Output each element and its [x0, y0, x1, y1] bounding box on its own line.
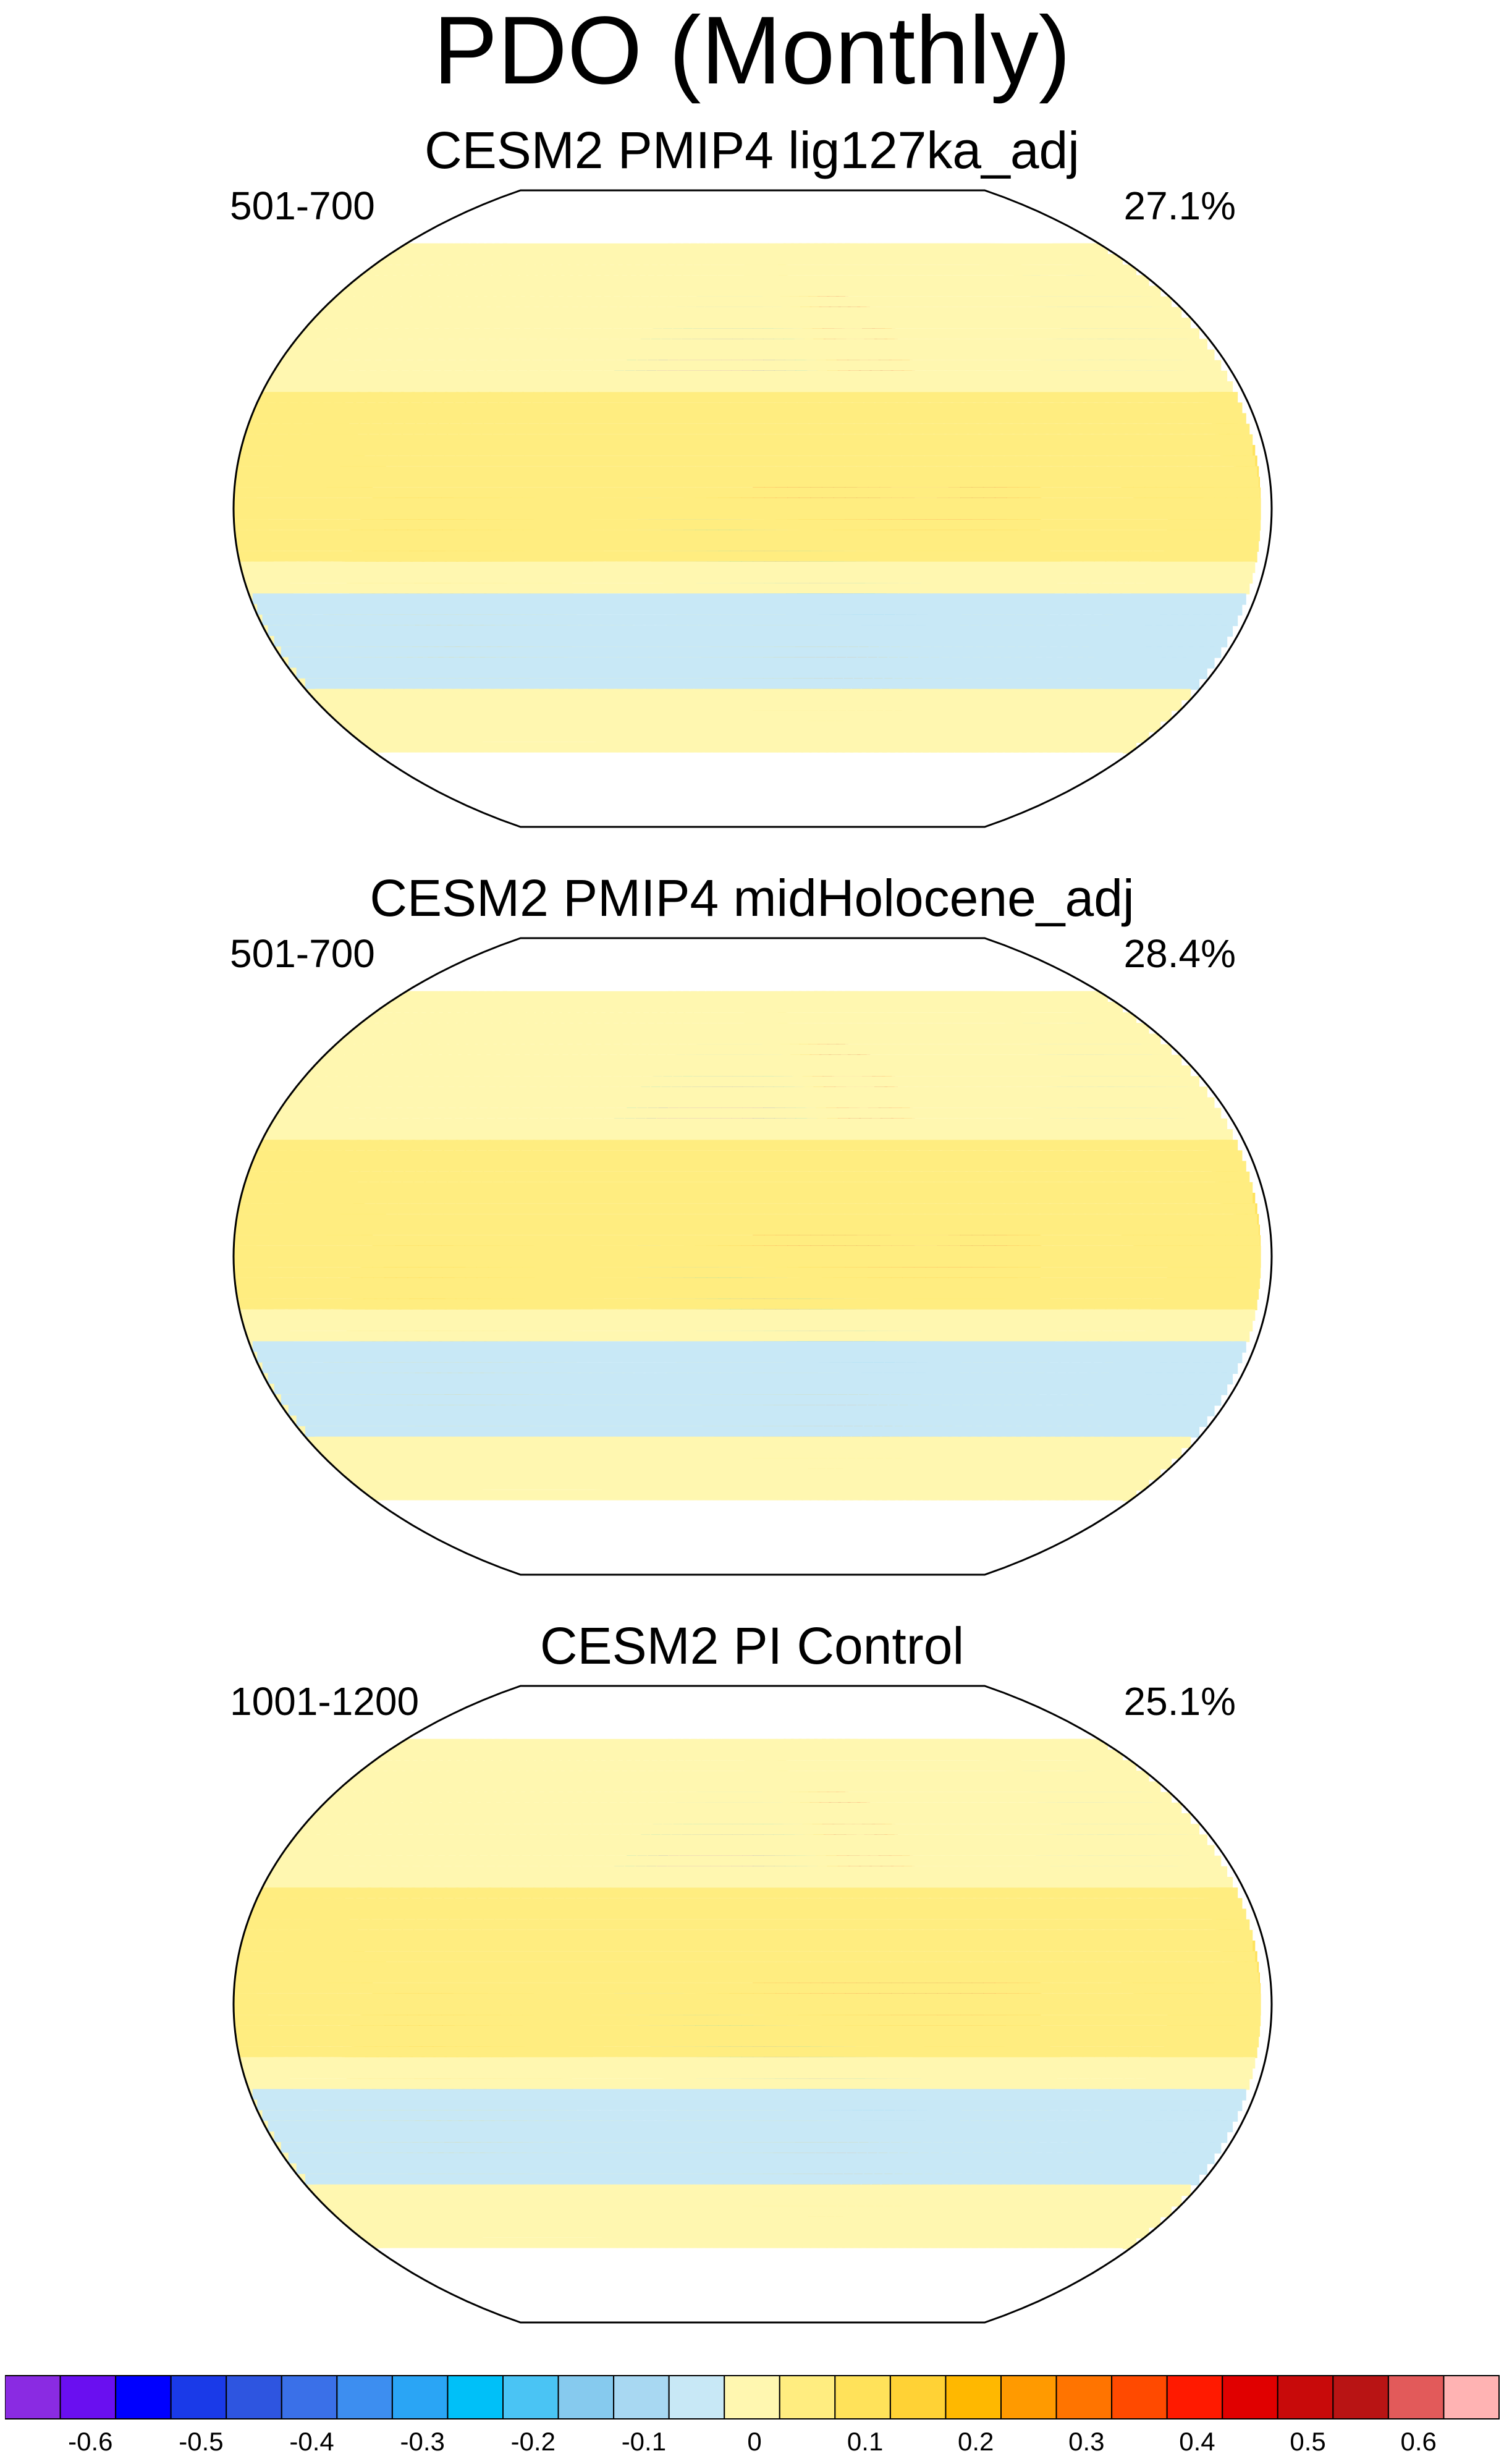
colorbar-tick-label: -0.6 [68, 2427, 113, 2456]
panel-title: CESM2 PMIP4 lig127ka_adj [425, 121, 1079, 179]
colorbar-box [889, 2375, 947, 2420]
colorbar-tick-label: 0 [747, 2427, 762, 2456]
colorbar-box [1387, 2375, 1445, 2420]
colorbar-box [1222, 2375, 1278, 2420]
sst-field [234, 190, 1261, 827]
colorbar-tick-label: 0.2 [958, 2427, 994, 2456]
variance-explained: 25.1% [1123, 1679, 1236, 1724]
colorbar-box [613, 2375, 670, 2420]
colorbar-tick-label: 0.3 [1068, 2427, 1105, 2456]
colorbar-box [447, 2375, 504, 2420]
colorbar-tick-label: -0.5 [179, 2427, 224, 2456]
colorbar-tick-label: 0.4 [1179, 2427, 1215, 2456]
map-outline [232, 189, 1273, 828]
colorbar-box [281, 2375, 338, 2420]
panel-title: CESM2 PMIP4 midHolocene_adj [370, 869, 1134, 927]
colorbar-box [59, 2375, 117, 2420]
year-range: 501-700 [230, 184, 375, 228]
colorbar-box [779, 2375, 836, 2420]
colorbar-box [1332, 2375, 1389, 2420]
pdo-map [232, 937, 1273, 1576]
colorbar-tick-label: -0.1 [621, 2427, 667, 2456]
colorbar-box [226, 2375, 282, 2420]
colorbar-box [1111, 2375, 1168, 2420]
colorbar-box [115, 2375, 172, 2420]
map-outline [232, 1685, 1273, 2324]
colorbar-box [391, 2375, 449, 2420]
colorbar-box [1443, 2375, 1500, 2420]
colorbar-tick-label: 0.6 [1400, 2427, 1437, 2456]
colorbar-box [945, 2375, 1002, 2420]
colorbar-box [4, 2375, 61, 2420]
sst-field [234, 938, 1261, 1575]
map-outline [232, 937, 1273, 1576]
map-panel: CESM2 PMIP4 midHolocene_adj 501-700 28.4… [0, 870, 1504, 1618]
colorbar-box [502, 2375, 559, 2420]
colorbar-tick-label: 0.1 [847, 2427, 884, 2456]
variance-explained: 28.4% [1123, 931, 1236, 976]
colorbar-tick-label: 0.5 [1290, 2427, 1326, 2456]
map-panel: CESM2 PI Control 1001-1200 25.1% [0, 1618, 1504, 2366]
colorbar-box [668, 2375, 725, 2420]
colorbar-box [557, 2375, 615, 2420]
colorbar-box [1055, 2375, 1113, 2420]
colorbar-box [1166, 2375, 1223, 2420]
map-panel: CESM2 PMIP4 lig127ka_adj 501-700 27.1% [0, 122, 1504, 870]
panel-title: CESM2 PI Control [539, 1617, 965, 1675]
pdo-map [232, 1685, 1273, 2324]
sst-field [234, 1686, 1261, 2322]
figure-title: PDO (Monthly) [433, 0, 1071, 104]
colorbar-tick-label: -0.2 [510, 2427, 556, 2456]
colorbar-tick-label: -0.4 [289, 2427, 334, 2456]
colorbar: -0.6 -0.5 -0.4 -0.3 -0.2 -0.1 0 0.1 0.2 … [4, 2373, 1500, 2460]
colorbar-tick-label: -0.3 [400, 2427, 445, 2456]
colorbar-box [834, 2375, 891, 2420]
pdo-map [232, 189, 1273, 828]
colorbar-box [724, 2375, 780, 2420]
colorbar-box [1000, 2375, 1057, 2420]
colorbar-boxes [4, 2375, 1500, 2420]
colorbar-box [336, 2375, 393, 2420]
colorbar-box [170, 2375, 227, 2420]
year-range: 1001-1200 [230, 1679, 420, 1724]
colorbar-box [1277, 2375, 1334, 2420]
year-range: 501-700 [230, 931, 375, 976]
variance-explained: 27.1% [1123, 184, 1236, 228]
